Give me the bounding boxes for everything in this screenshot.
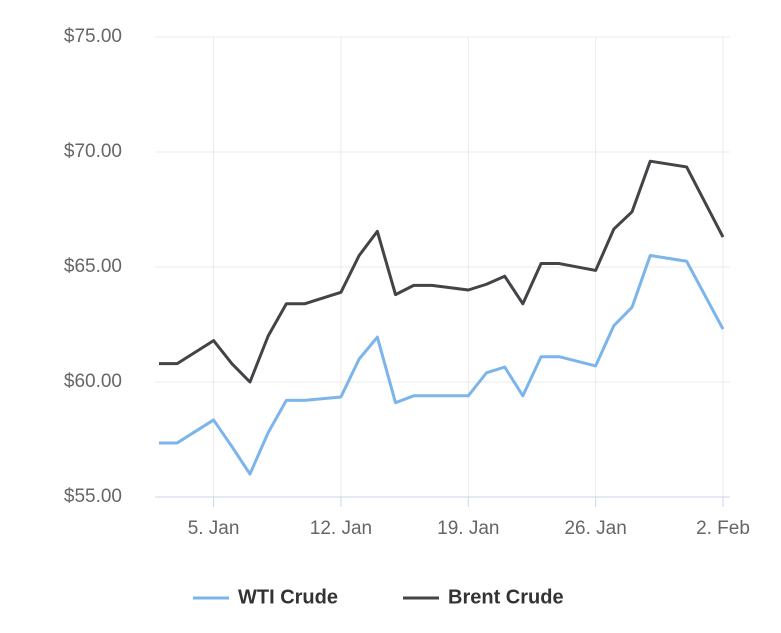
x-tick-label: 19. Jan — [437, 518, 499, 539]
legend-label: WTI Crude — [238, 586, 338, 608]
x-tick-label: 5. Jan — [188, 518, 240, 539]
y-tick-label: $60.00 — [64, 371, 122, 392]
x-tick-label: 26. Jan — [564, 518, 626, 539]
x-tick-label: 12. Jan — [310, 518, 372, 539]
series-line — [159, 159, 725, 384]
y-tick-label: $55.00 — [64, 486, 122, 507]
legend-item: WTI Crude — [193, 586, 338, 608]
legend-item: Brent Crude — [403, 586, 564, 608]
y-tick-label: $65.00 — [64, 256, 122, 277]
x-tick-label: 2. Feb — [696, 518, 750, 539]
series-line — [159, 254, 725, 476]
y-tick-label: $70.00 — [64, 141, 122, 162]
y-tick-label: $75.00 — [64, 26, 122, 47]
legend-label: Brent Crude — [448, 586, 564, 608]
